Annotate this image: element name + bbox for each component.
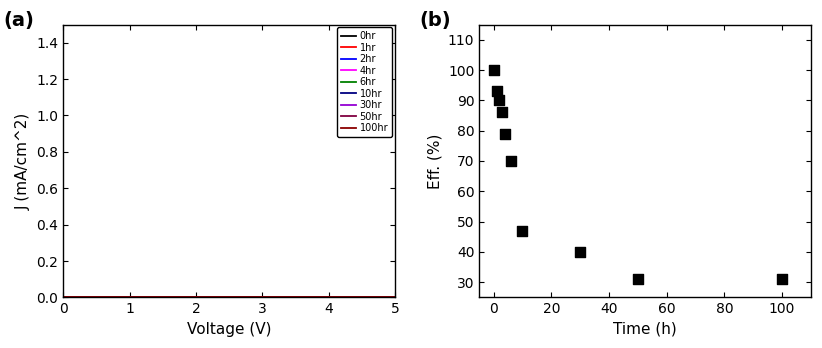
6hr	[261, 295, 271, 300]
Text: (a): (a)	[3, 11, 35, 30]
Point	[775, 277, 788, 282]
4hr	[59, 295, 69, 300]
30hr	[338, 295, 348, 300]
Legend: 0hr, 1hr, 2hr, 4hr, 6hr, 10hr, 30hr, 50hr, 100hr: 0hr, 1hr, 2hr, 4hr, 6hr, 10hr, 30hr, 50h…	[337, 27, 392, 137]
50hr	[256, 295, 266, 300]
Point	[487, 67, 501, 73]
4hr	[256, 295, 266, 300]
6hr	[255, 295, 265, 300]
30hr	[256, 295, 266, 300]
1hr	[338, 295, 348, 300]
2hr	[390, 295, 399, 300]
50hr	[58, 295, 68, 300]
4hr	[261, 295, 271, 300]
4hr	[359, 295, 369, 300]
10hr	[390, 295, 399, 300]
50hr	[338, 295, 348, 300]
1hr	[255, 295, 265, 300]
Point	[496, 110, 509, 115]
50hr	[390, 295, 399, 300]
6hr	[338, 295, 348, 300]
2hr	[58, 295, 68, 300]
0hr	[256, 295, 266, 300]
100hr	[58, 295, 68, 300]
6hr	[359, 295, 369, 300]
0hr	[58, 295, 68, 300]
100hr	[59, 295, 69, 300]
30hr	[390, 295, 399, 300]
2hr	[359, 295, 369, 300]
10hr	[58, 295, 68, 300]
10hr	[261, 295, 271, 300]
30hr	[58, 295, 68, 300]
10hr	[59, 295, 69, 300]
Point	[516, 228, 529, 234]
0hr	[261, 295, 271, 300]
0hr	[255, 295, 265, 300]
50hr	[59, 295, 69, 300]
1hr	[256, 295, 266, 300]
Y-axis label: Eff. (%): Eff. (%)	[427, 133, 442, 189]
0hr	[390, 295, 399, 300]
Point	[505, 158, 518, 164]
6hr	[59, 295, 69, 300]
0hr	[59, 295, 69, 300]
50hr	[261, 295, 271, 300]
10hr	[255, 295, 265, 300]
1hr	[58, 295, 68, 300]
1hr	[390, 295, 399, 300]
10hr	[256, 295, 266, 300]
100hr	[255, 295, 265, 300]
10hr	[338, 295, 348, 300]
100hr	[256, 295, 266, 300]
Point	[574, 249, 587, 255]
4hr	[338, 295, 348, 300]
30hr	[359, 295, 369, 300]
1hr	[359, 295, 369, 300]
50hr	[359, 295, 369, 300]
Point	[499, 131, 512, 136]
Point	[493, 97, 506, 103]
100hr	[261, 295, 271, 300]
Y-axis label: J (mA/cm^2): J (mA/cm^2)	[16, 112, 30, 209]
100hr	[390, 295, 399, 300]
Point	[631, 277, 644, 282]
0hr	[338, 295, 348, 300]
4hr	[390, 295, 399, 300]
4hr	[58, 295, 68, 300]
X-axis label: Time (h): Time (h)	[613, 322, 677, 337]
50hr	[255, 295, 265, 300]
0hr	[359, 295, 369, 300]
2hr	[261, 295, 271, 300]
100hr	[359, 295, 369, 300]
10hr	[359, 295, 369, 300]
30hr	[255, 295, 265, 300]
1hr	[59, 295, 69, 300]
30hr	[59, 295, 69, 300]
4hr	[255, 295, 265, 300]
Text: (b): (b)	[419, 11, 451, 30]
30hr	[261, 295, 271, 300]
6hr	[58, 295, 68, 300]
2hr	[338, 295, 348, 300]
100hr	[338, 295, 348, 300]
6hr	[256, 295, 266, 300]
1hr	[261, 295, 271, 300]
X-axis label: Voltage (V): Voltage (V)	[187, 322, 271, 337]
Point	[490, 88, 503, 94]
6hr	[390, 295, 399, 300]
2hr	[59, 295, 69, 300]
2hr	[256, 295, 266, 300]
2hr	[255, 295, 265, 300]
